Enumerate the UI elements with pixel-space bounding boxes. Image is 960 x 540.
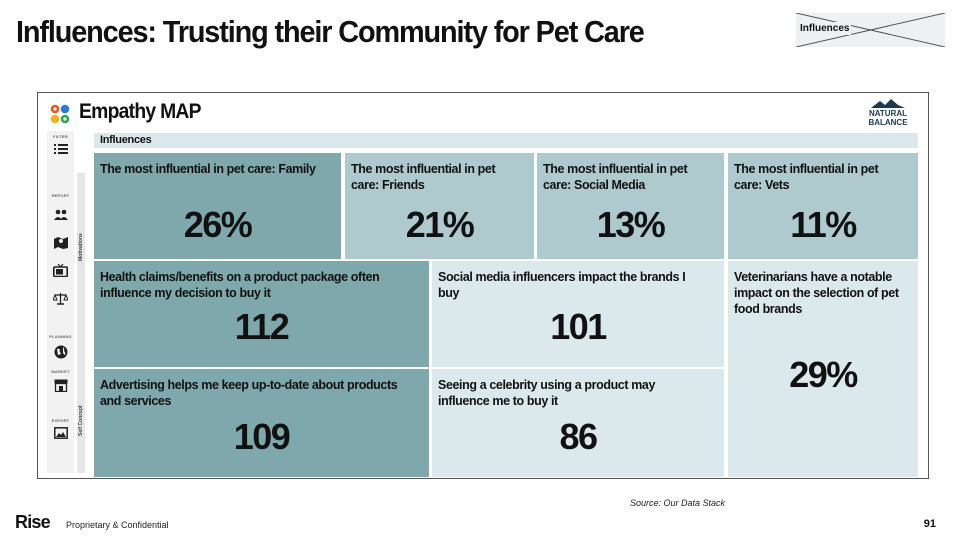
cell-value: 26% [183,204,253,245]
influence-cell-social-media: The most influential in pet care: Social… [537,153,724,259]
sidebar-report-label: REPORT [51,193,70,198]
sidebar-export-label: EXPORT [51,418,70,423]
app-logo-icon [50,104,70,124]
sidebar: FILTER REPORT [47,131,74,473]
footer-brand: Rise [15,512,51,532]
filter-list-icon[interactable] [52,141,69,157]
image-export-icon[interactable] [52,425,69,441]
index-cell-health-claims: Health claims/benefits on a product pack… [94,261,429,367]
cell-value: 101 [550,306,607,347]
slide-title: Influences: Trusting their Community for… [16,14,645,49]
mountain-icon [871,99,905,108]
influence-cell-family: The most influential in pet care: Family… [94,153,341,259]
cell-value: 86 [559,416,598,457]
source-note: Source: Our Data Stack [630,498,726,508]
footer-confidential: Proprietary & Confidential [66,520,169,530]
store-icon[interactable] [52,377,69,393]
influence-cell-friends: The most influential in pet care: Friend… [345,153,534,259]
sidebar-planning-label: PLANNING [49,334,72,339]
panel-title: Empathy MAP [79,100,202,123]
tag-cross-decoration [796,13,945,47]
cell-value: 109 [233,416,291,457]
section-header: Influences [94,133,918,148]
cell-value: 112 [234,306,290,347]
dimension-rail: Motivations Self Concept [77,173,85,473]
cell-label: The most influential in pet care: Vets [734,161,879,192]
cell-label: Veterinarians have a notable impact on t… [734,269,899,316]
tv-icon[interactable] [52,262,69,278]
rail-label-self-concept: Self Concept [78,405,84,436]
cell-label: Social media influencers impact the bran… [438,269,686,300]
cell-label: The most influential in pet care: Family [100,161,316,176]
section-tag: Influences [796,13,945,47]
brand-logo: NATURAL BALANCE [863,99,913,127]
cell-value: 13% [596,204,666,245]
globe-icon[interactable] [52,344,69,360]
cell-label: Advertising helps me keep up-to-date abo… [100,377,398,408]
empathy-map-panel: Empathy MAP NATURAL BALANCE FILTER REPOR… [37,92,929,479]
influence-cell-vets: The most influential in pet care: Vets 1… [728,153,918,259]
cell-value: 11% [790,204,857,245]
cell-value: 29% [789,354,858,395]
cell-value: 21% [405,204,475,245]
section-tag-label: Influences [798,22,852,35]
brand-line-1: NATURAL [868,109,908,118]
sidebar-market-label: MARKET [51,369,70,374]
index-cell-social-influencers: Social media influencers impact the bran… [432,261,724,367]
rail-label-motivations: Motivations [78,233,84,261]
sidebar-filter-label: FILTER [53,134,68,139]
cell-label: Health claims/benefits on a product pack… [100,269,380,300]
brand-line-2: BALANCE [868,118,908,127]
page-number: 91 [923,518,936,530]
influence-cell-veterinarians: Veterinarians have a notable impact on t… [728,261,918,477]
index-cell-celebrity: Seeing a celebrity using a product may i… [432,369,724,477]
map-marker-icon[interactable] [52,234,69,250]
cell-label: The most influential in pet care: Social… [543,161,688,192]
cell-label: The most influential in pet care: Friend… [351,161,496,192]
index-cell-advertising: Advertising helps me keep up-to-date abo… [94,369,429,477]
scale-icon[interactable] [52,290,69,306]
cell-label: Seeing a celebrity using a product may i… [438,377,656,408]
people-icon[interactable] [52,206,69,222]
